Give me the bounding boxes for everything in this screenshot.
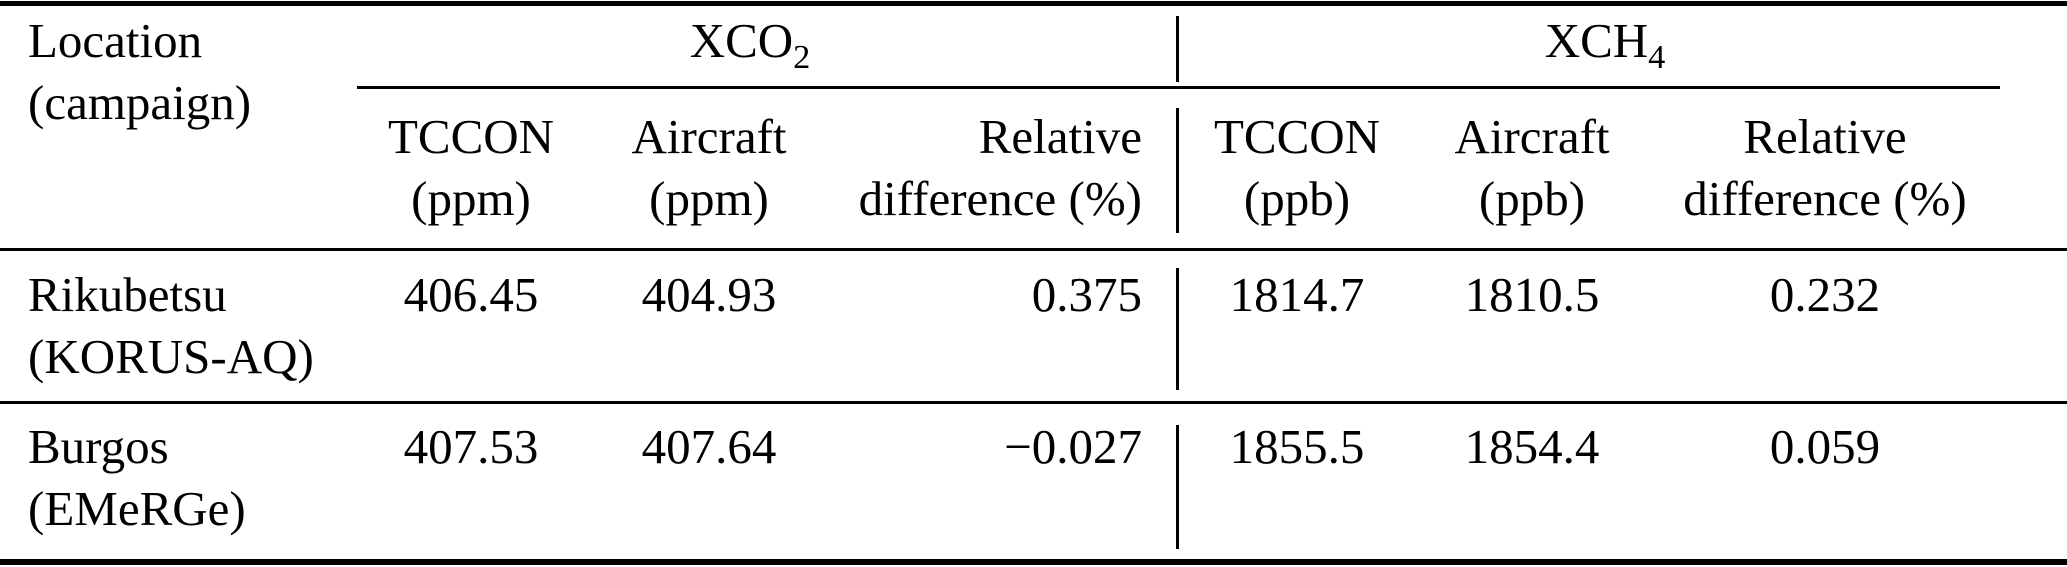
table-top-rule <box>0 1 2067 6</box>
campaign-name: (KORUS-AQ) <box>28 329 314 384</box>
table-cell: 1810.5 <box>1464 267 1600 322</box>
column-header-line2: (ppb) <box>1243 171 1351 226</box>
column-header-line2: (ppm) <box>411 171 531 226</box>
corner-header-line1: Location <box>28 13 203 68</box>
group-header-underline-rule <box>357 86 2000 89</box>
group-header-xch4-subscript: 4 <box>1648 37 1666 76</box>
column-header-relative-difference-xco2: Relative difference (%) <box>820 106 1142 230</box>
table-cell: 407.64 <box>641 419 777 474</box>
table-cell: 0.375 <box>1031 267 1142 322</box>
group-header-xco2-text: XCO <box>689 13 794 68</box>
corner-header: Location (campaign) <box>28 10 251 134</box>
corner-header-line2: (campaign) <box>28 75 252 130</box>
table-cell: 0.059 <box>1769 419 1881 474</box>
column-header-line2: (ppm) <box>649 171 769 226</box>
row-location-rikubetsu: Rikubetsu (KORUS-AQ) <box>28 264 314 388</box>
table-cell: 1814.7 <box>1229 267 1365 322</box>
column-header-aircraft-ppb: Aircraft (ppb) <box>1432 106 1632 230</box>
column-header-tccon-ppb: TCCON (ppb) <box>1197 106 1397 230</box>
table-cell: 0.232 <box>1769 267 1881 322</box>
group-divider-line <box>1176 425 1179 549</box>
column-header-line1: Aircraft <box>631 109 787 164</box>
table-bottom-rule <box>0 559 2067 565</box>
column-header-line1: Aircraft <box>1454 109 1610 164</box>
group-header-xch4-text: XCH <box>1544 13 1649 68</box>
table-cell: 407.53 <box>403 419 539 474</box>
table-cell: 1854.4 <box>1464 419 1600 474</box>
location-name: Rikubetsu <box>28 267 227 322</box>
location-name: Burgos <box>28 419 169 474</box>
column-header-line2: difference (%) <box>1683 171 1967 226</box>
group-header-xch4: XCH4 <box>1210 10 2000 74</box>
table-cell: 1855.5 <box>1229 419 1365 474</box>
group-divider-line <box>1176 268 1179 390</box>
column-header-tccon-ppm: TCCON (ppm) <box>371 106 571 230</box>
column-header-line1: TCCON <box>1213 109 1381 164</box>
column-header-line2: (ppb) <box>1478 171 1586 226</box>
column-header-line1: Relative <box>1743 109 1907 164</box>
group-divider-line <box>1176 16 1179 82</box>
header-bottom-rule <box>0 248 2067 251</box>
table-cell: 406.45 <box>403 267 539 322</box>
group-divider-line <box>1176 108 1179 233</box>
row-location-burgos: Burgos (EMeRGe) <box>28 416 246 540</box>
column-header-aircraft-ppm: Aircraft (ppm) <box>609 106 809 230</box>
column-header-line1: TCCON <box>387 109 555 164</box>
group-header-xco2-subscript: 2 <box>793 37 811 76</box>
row-separator-rule <box>0 401 2067 404</box>
table-cell: 404.93 <box>641 267 777 322</box>
group-header-xco2: XCO2 <box>357 10 1143 74</box>
column-header-line2: difference (%) <box>858 171 1142 226</box>
table-cell: −0.027 <box>1004 419 1142 474</box>
column-header-line1: Relative <box>978 109 1142 164</box>
column-header-relative-difference-xch4: Relative difference (%) <box>1664 106 1986 230</box>
campaign-name: (EMeRGe) <box>28 481 246 536</box>
